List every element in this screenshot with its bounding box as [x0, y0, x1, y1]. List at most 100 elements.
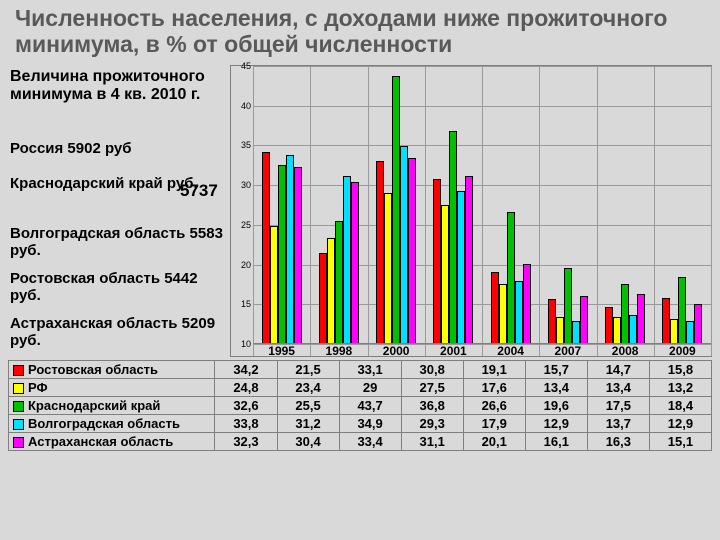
- bar: [548, 299, 556, 344]
- bar: [327, 238, 335, 344]
- bar: [515, 281, 523, 344]
- table-cell: 15,8: [649, 361, 711, 379]
- table-cell: 16,3: [587, 433, 649, 451]
- bar: [694, 304, 702, 345]
- bar: [556, 317, 564, 344]
- bar: [433, 179, 441, 344]
- bar: [400, 146, 408, 344]
- year-group: 2008: [597, 66, 654, 344]
- year-group: 1995: [253, 66, 310, 344]
- y-tick: 45: [231, 61, 251, 71]
- y-tick: 25: [231, 220, 251, 230]
- legend-row: Краснодарский край: [9, 397, 215, 415]
- year-group: 2009: [654, 66, 711, 344]
- bar: [499, 284, 507, 344]
- table-cell: 29,3: [401, 415, 463, 433]
- krasnodar-value: 5737: [180, 181, 218, 201]
- y-tick: 30: [231, 180, 251, 190]
- table-cell: 13,7: [587, 415, 649, 433]
- legend-swatch: [13, 437, 24, 448]
- table-cell: 34,2: [215, 361, 277, 379]
- bar: [441, 205, 449, 344]
- legend-row: Ростовская область: [9, 361, 215, 379]
- bar: [523, 264, 531, 344]
- chart-title: Численность населения, с доходами ниже п…: [15, 5, 705, 58]
- y-tick: 15: [231, 299, 251, 309]
- x-label: 1995: [253, 343, 310, 358]
- info-header: Величина прожиточного минимума в 4 кв. 2…: [10, 68, 230, 105]
- year-group: 2007: [539, 66, 596, 344]
- bar: [491, 272, 499, 344]
- bar: [629, 315, 637, 344]
- table-cell: 24,8: [215, 379, 277, 397]
- bar: [686, 321, 694, 344]
- year-group: 2000: [368, 66, 425, 344]
- table-cell: 43,7: [339, 397, 401, 415]
- legend-swatch: [13, 419, 24, 430]
- x-label: 2001: [425, 343, 482, 358]
- y-tick: 35: [231, 140, 251, 150]
- info-line: Россия 5902 руб: [10, 140, 230, 157]
- table-cell: 17,9: [463, 415, 525, 433]
- bar: [678, 277, 686, 344]
- info-line: Астраханская область 5209 руб.: [10, 315, 230, 350]
- bar: [351, 182, 359, 344]
- table-cell: 13,4: [587, 379, 649, 397]
- bar: [637, 294, 645, 344]
- table-cell: 36,8: [401, 397, 463, 415]
- table-cell: 31,2: [277, 415, 339, 433]
- bar: [670, 319, 678, 344]
- table-cell: 17,5: [587, 397, 649, 415]
- table-cell: 20,1: [463, 433, 525, 451]
- table-cell: 21,5: [277, 361, 339, 379]
- bar: [294, 167, 302, 344]
- table-cell: 25,5: [277, 397, 339, 415]
- bar: [580, 296, 588, 344]
- x-label: 1998: [310, 343, 367, 358]
- legend-swatch: [13, 365, 24, 376]
- table-cell: 12,9: [525, 415, 587, 433]
- table-cell: 13,4: [525, 379, 587, 397]
- legend-row: Астраханская область: [9, 433, 215, 451]
- bar: [376, 161, 384, 344]
- x-label: 2000: [368, 343, 425, 358]
- legend-row: Волгоградская область: [9, 415, 215, 433]
- table-cell: 15,1: [649, 433, 711, 451]
- bar: [286, 155, 294, 344]
- table-cell: 33,4: [339, 433, 401, 451]
- bar-chart: 1015202530354045199519982000200120042007…: [230, 65, 712, 357]
- info-line: Ростовская область 5442 руб.: [10, 270, 230, 305]
- y-tick: 10: [231, 339, 251, 349]
- legend-row: РФ: [9, 379, 215, 397]
- bar: [278, 165, 286, 345]
- x-label: 2008: [597, 343, 654, 358]
- y-tick: 40: [231, 101, 251, 111]
- bar: [262, 152, 270, 344]
- bar: [335, 221, 343, 344]
- bar: [343, 176, 351, 344]
- x-label: 2007: [539, 343, 596, 358]
- bar: [613, 317, 621, 344]
- bar: [457, 191, 465, 344]
- table-cell: 23,4: [277, 379, 339, 397]
- bar: [572, 321, 580, 344]
- bar: [384, 193, 392, 344]
- table-cell: 15,7: [525, 361, 587, 379]
- table-cell: 32,6: [215, 397, 277, 415]
- legend-swatch: [13, 383, 24, 394]
- data-table: Ростовская область34,221,533,130,819,115…: [8, 360, 712, 451]
- x-label: 2004: [482, 343, 539, 358]
- table-cell: 17,6: [463, 379, 525, 397]
- year-group: 2001: [425, 66, 482, 344]
- table-cell: 30,8: [401, 361, 463, 379]
- table-cell: 13,2: [649, 379, 711, 397]
- table-cell: 33,1: [339, 361, 401, 379]
- table-cell: 27,5: [401, 379, 463, 397]
- year-group: 1998: [310, 66, 367, 344]
- legend-swatch: [13, 401, 24, 412]
- bar: [270, 226, 278, 344]
- table-cell: 12,9: [649, 415, 711, 433]
- table-cell: 30,4: [277, 433, 339, 451]
- bar: [662, 298, 670, 344]
- table-cell: 19,6: [525, 397, 587, 415]
